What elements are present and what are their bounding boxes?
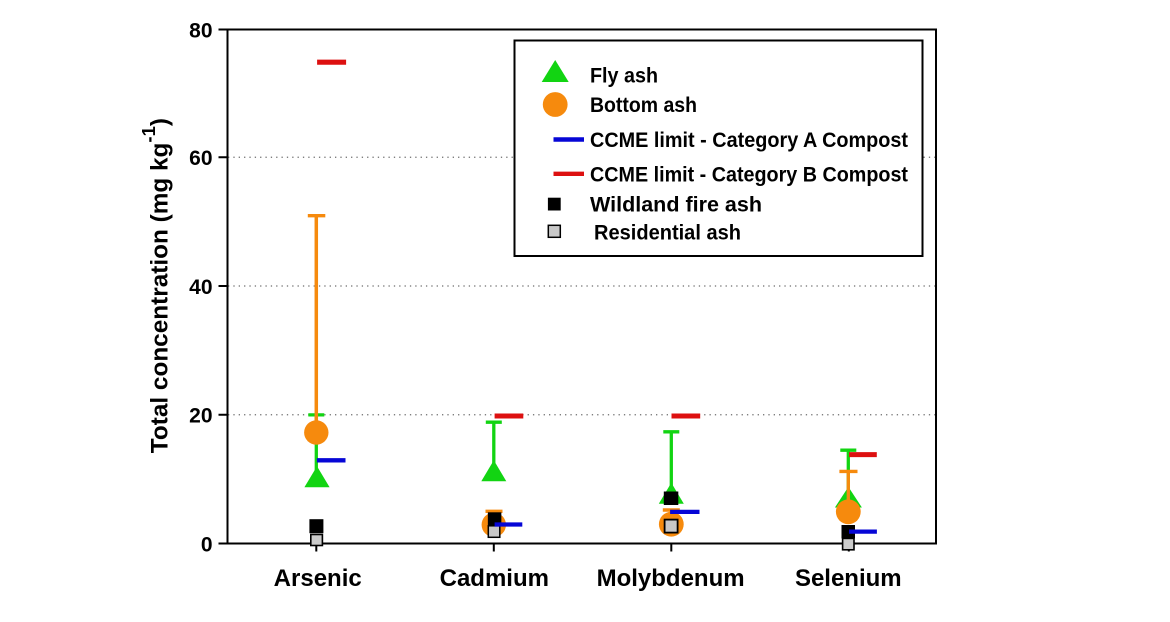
- svg-text:CCME limit - Category B Compos: CCME limit - Category B Compost: [590, 162, 908, 186]
- svg-text:Selenium: Selenium: [795, 565, 902, 592]
- svg-text:Bottom ash: Bottom ash: [590, 93, 697, 117]
- svg-text:20: 20: [189, 405, 212, 428]
- svg-text:CCME limit - Category A Compos: CCME limit - Category A Compost: [590, 128, 908, 152]
- svg-text:Residential ash: Residential ash: [594, 220, 741, 244]
- svg-text:Molybdenum: Molybdenum: [597, 565, 745, 592]
- svg-text:Fly ash: Fly ash: [590, 63, 658, 87]
- svg-text:Arsenic: Arsenic: [274, 565, 362, 592]
- svg-text:Cadmium: Cadmium: [440, 565, 549, 592]
- svg-text:80: 80: [189, 20, 212, 43]
- svg-text:0: 0: [201, 533, 213, 556]
- svg-text:40: 40: [189, 276, 212, 299]
- svg-text:Wildland fire ash: Wildland fire ash: [590, 193, 762, 217]
- svg-text:60: 60: [189, 147, 212, 170]
